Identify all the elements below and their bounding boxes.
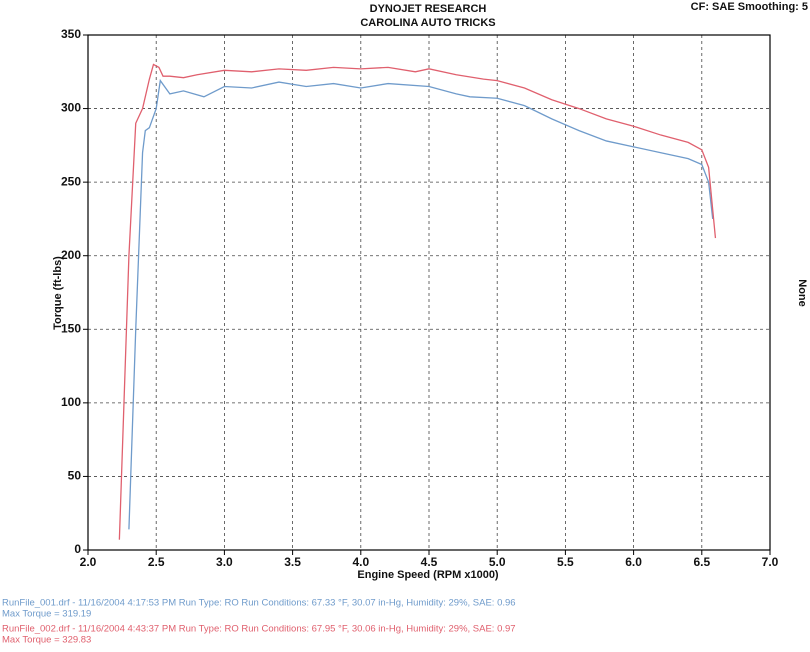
x-tick-label: 4.0	[352, 555, 369, 569]
x-tick-label: 3.5	[284, 555, 301, 569]
chart-title: DYNOJET RESEARCH	[370, 3, 487, 15]
run-max: Max Torque = 319.19	[2, 609, 91, 620]
run-max: Max Torque = 329.83	[2, 635, 91, 646]
y-axis-label: Torque (ft-lbs)	[52, 256, 64, 330]
x-tick-label: 5.0	[489, 555, 506, 569]
side-note: None	[796, 279, 808, 307]
x-tick-label: 7.0	[762, 555, 779, 569]
y-tick-label: 100	[61, 395, 81, 409]
y-tick-label: 250	[61, 174, 81, 188]
x-tick-label: 3.0	[216, 555, 233, 569]
x-tick-label: 2.5	[148, 555, 165, 569]
chart-subtitle: CAROLINA AUTO TRICKS	[360, 17, 495, 29]
torque-line	[118, 63, 717, 540]
x-tick-label: 6.0	[625, 555, 642, 569]
plot-frame	[87, 34, 771, 551]
x-axis-label: Engine Speed (RPM x1000)	[357, 569, 499, 581]
run-info: RunFile_002.drf - 11/16/2004 4:43:37 PM …	[2, 624, 516, 635]
y-tick-label: 200	[61, 248, 81, 262]
corner-note: CF: SAE Smoothing: 5	[691, 1, 808, 13]
x-tick-label: 4.5	[421, 555, 438, 569]
torque-line	[128, 78, 714, 530]
y-tick-label: 150	[61, 321, 81, 335]
y-tick-label: 350	[61, 27, 81, 41]
x-tick-label: 2.0	[80, 555, 97, 569]
y-tick-label: 50	[68, 469, 82, 483]
x-tick-label: 6.5	[693, 555, 710, 569]
y-tick-label: 0	[74, 542, 81, 556]
y-tick-label: 300	[61, 101, 81, 115]
x-tick-label: 5.5	[557, 555, 574, 569]
run-info: RunFile_001.drf - 11/16/2004 4:17:53 PM …	[2, 598, 516, 609]
